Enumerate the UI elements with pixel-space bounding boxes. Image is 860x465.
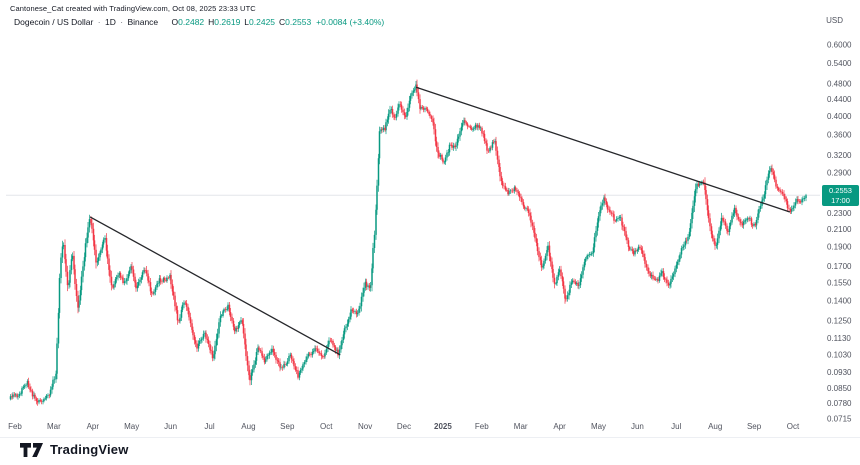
price-axis-label: 0.0715 xyxy=(827,415,852,424)
time-axis-label: Jul xyxy=(671,422,681,431)
currency-label[interactable]: USD xyxy=(826,16,843,25)
time-axis-label: Oct xyxy=(320,422,333,431)
price-axis-label: 0.1700 xyxy=(827,262,852,271)
price-axis-label: 0.1900 xyxy=(827,243,852,252)
price-axis-label: 0.2100 xyxy=(827,225,852,234)
price-axis-label: 0.5400 xyxy=(827,59,852,68)
symbol-info-bar[interactable]: Dogecoin / US Dollar · 1D · Binance O0.2… xyxy=(14,17,384,27)
time-axis-label: Dec xyxy=(397,422,411,431)
trendline-drawing-2[interactable] xyxy=(415,86,791,213)
last-price-value: 0.2553 xyxy=(829,186,852,195)
time-axis-label: Mar xyxy=(47,422,61,431)
tradingview-branding[interactable]: TradingView xyxy=(20,442,129,457)
trendline-drawing-1[interactable] xyxy=(89,216,341,356)
high-value: 0.2619 xyxy=(214,17,241,27)
time-axis-label: Aug xyxy=(241,422,255,431)
separator-dot: · xyxy=(97,17,101,27)
time-axis-label: Apr xyxy=(553,422,566,431)
tradingview-logo-text: TradingView xyxy=(50,442,129,457)
price-axis-label: 0.4000 xyxy=(827,112,852,121)
time-axis[interactable]: Feb Mar Apr May Jun Jul Aug Sep Oct Nov Dec 2025 Feb… xyxy=(8,422,800,431)
price-axis-label: 0.0930 xyxy=(827,368,852,377)
low-value: 0.2425 xyxy=(249,17,276,27)
time-axis-label: Feb xyxy=(475,422,489,431)
price-axis-label: 0.0850 xyxy=(827,384,852,393)
time-axis-label: Feb xyxy=(8,422,22,431)
close-value: 0.2553 xyxy=(285,17,312,27)
timeframe-label[interactable]: 1D xyxy=(104,17,116,27)
exchange-label: Binance xyxy=(127,17,159,27)
price-axis-label: 0.2300 xyxy=(827,209,852,218)
time-axis-label: Jul xyxy=(204,422,214,431)
price-axis-label: 0.1130 xyxy=(827,334,851,343)
high-label: H xyxy=(208,17,215,27)
time-axis-label: 2025 xyxy=(434,422,452,431)
ohlc-readout: O0.2482 H0.2619 L0.2425 C0.2553 +0.0084 (+3.… xyxy=(168,17,385,27)
time-axis-label: Oct xyxy=(787,422,800,431)
open-value: 0.2482 xyxy=(178,17,205,27)
tradingview-logo-icon xyxy=(20,442,43,457)
change-value: +0.0084 (+3.40%) xyxy=(316,17,385,27)
time-axis-label: Sep xyxy=(747,422,762,431)
time-axis-label: Mar xyxy=(514,422,528,431)
price-axis-label: 0.3600 xyxy=(827,130,852,139)
symbol-title[interactable]: Dogecoin / US Dollar xyxy=(14,17,94,27)
price-axis-label: 0.0780 xyxy=(827,399,852,408)
price-axis-label: 0.6000 xyxy=(827,41,852,50)
time-axis-label: Sep xyxy=(280,422,295,431)
candlestick-series xyxy=(9,79,807,406)
attribution-text: Cantonese_Cat created with TradingView.c… xyxy=(10,4,256,13)
footer-divider xyxy=(0,437,860,438)
time-axis-label: Jun xyxy=(164,422,177,431)
price-axis-label: 0.1400 xyxy=(827,296,852,305)
last-price-label: 0.2553 17:00 xyxy=(822,185,859,206)
bar-countdown: 17:00 xyxy=(831,196,850,205)
up-candle-bodies xyxy=(9,84,807,403)
price-axis-label: 0.1030 xyxy=(827,350,852,359)
time-axis-label: May xyxy=(124,422,139,431)
time-axis-label: Apr xyxy=(87,422,100,431)
down-candle-bodies xyxy=(11,84,802,403)
price-axis-label: 0.2900 xyxy=(827,168,852,177)
time-axis-label: Nov xyxy=(358,422,372,431)
open-label: O xyxy=(171,17,179,27)
price-axis-label: 0.3200 xyxy=(827,151,852,160)
price-axis[interactable]: 0.6000 0.5400 0.4800 0.4400 0.4000 0.3600 0.32… xyxy=(827,41,852,424)
close-label: C xyxy=(279,17,286,27)
down-candle-wicks xyxy=(11,79,801,406)
price-axis-label: 0.1550 xyxy=(827,278,852,287)
time-axis-label: Jun xyxy=(631,422,644,431)
low-label: L xyxy=(244,17,250,27)
price-axis-label: 0.4400 xyxy=(827,95,852,104)
separator-dot: · xyxy=(120,17,124,27)
time-axis-label: May xyxy=(591,422,606,431)
price-axis-label: 0.4800 xyxy=(827,80,852,89)
time-axis-label: Aug xyxy=(708,422,722,431)
price-axis-label: 0.1250 xyxy=(827,316,852,325)
